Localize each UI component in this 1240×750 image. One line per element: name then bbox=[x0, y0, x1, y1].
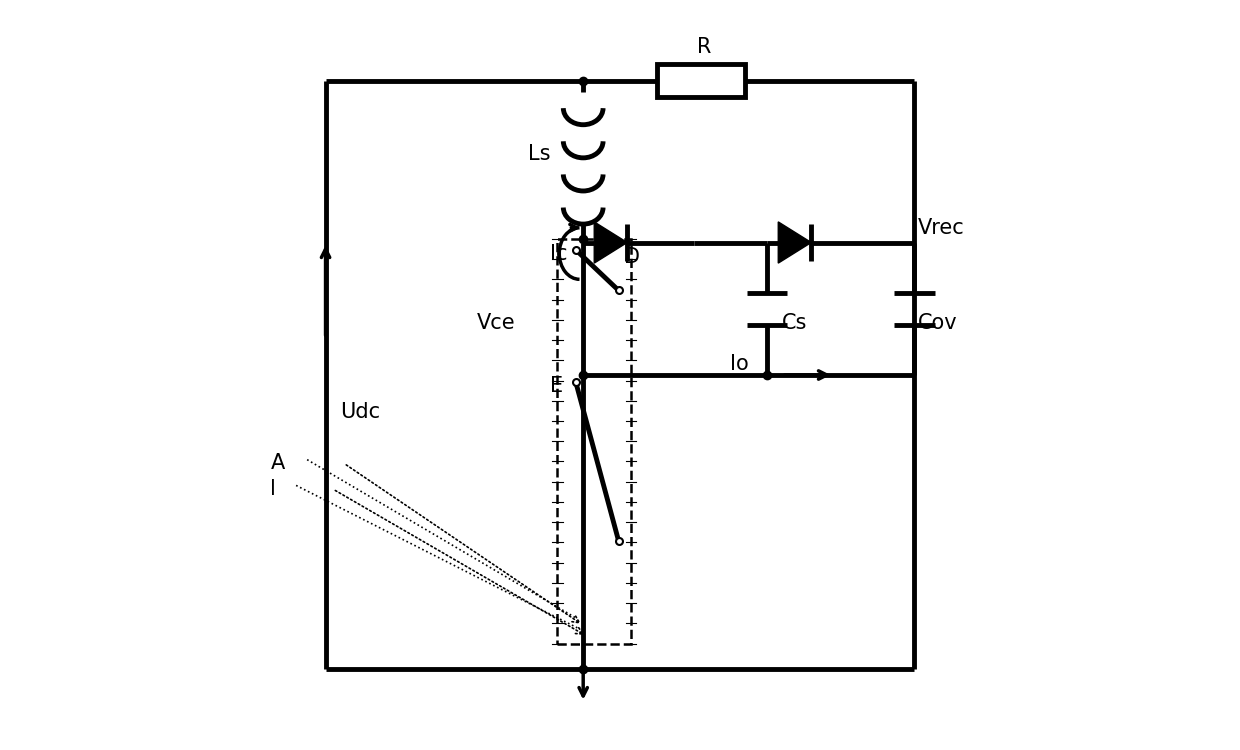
Text: Vrec: Vrec bbox=[918, 217, 965, 238]
Text: Cs: Cs bbox=[782, 314, 807, 334]
Text: Cov: Cov bbox=[918, 314, 957, 334]
Bar bbox=[558, 238, 631, 644]
Polygon shape bbox=[594, 222, 627, 263]
Polygon shape bbox=[779, 222, 811, 263]
Text: Vce: Vce bbox=[476, 314, 515, 334]
Text: D: D bbox=[624, 248, 640, 267]
Text: E: E bbox=[551, 376, 563, 396]
Text: R: R bbox=[697, 38, 712, 58]
Text: Ic: Ic bbox=[551, 244, 568, 263]
Bar bbox=[657, 64, 745, 97]
Text: Udc: Udc bbox=[340, 402, 381, 422]
Text: A: A bbox=[270, 453, 285, 473]
Text: l: l bbox=[270, 479, 277, 499]
Text: Ls: Ls bbox=[528, 144, 551, 164]
Text: Io: Io bbox=[730, 354, 749, 374]
